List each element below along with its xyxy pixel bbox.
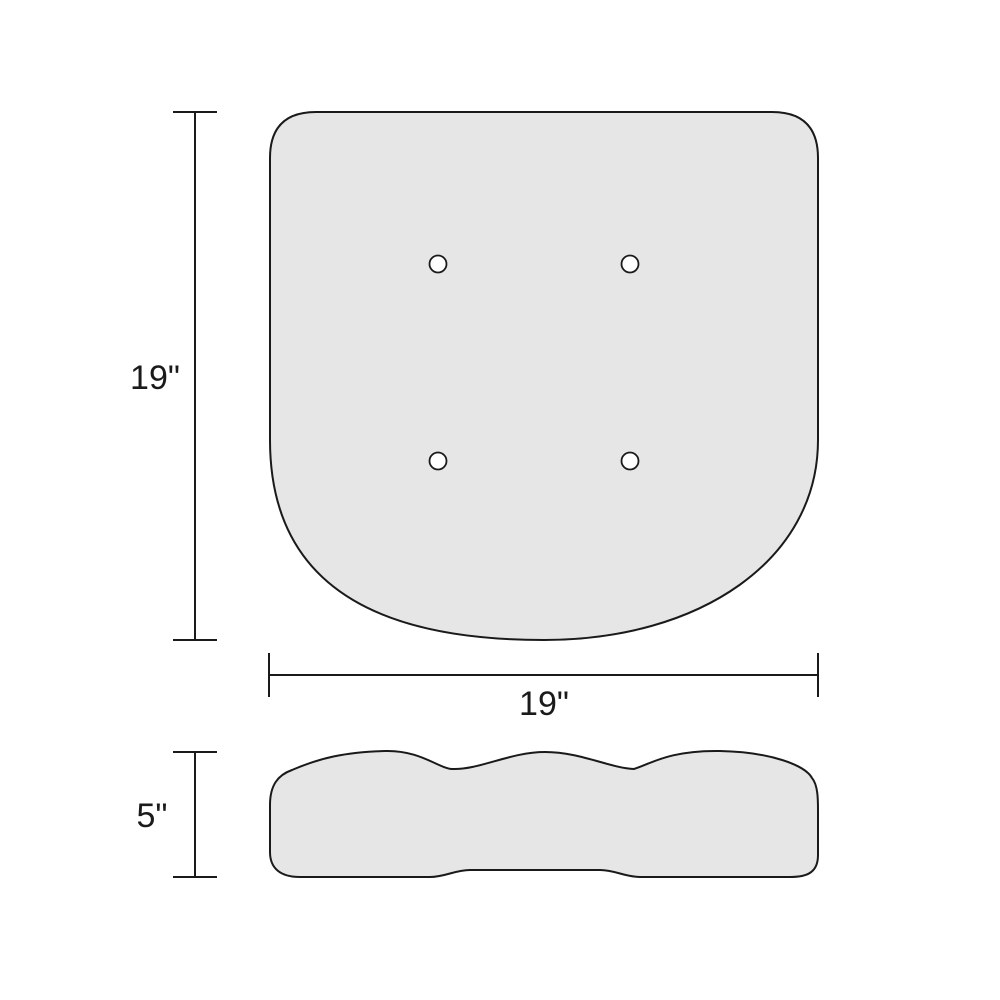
tuft-button xyxy=(428,254,448,274)
cushion-top-outline xyxy=(269,111,819,642)
tuft-button xyxy=(620,254,640,274)
height-dimension xyxy=(173,111,217,641)
thickness-dimension xyxy=(173,751,217,878)
tuft-button xyxy=(620,451,640,471)
width-dimension xyxy=(268,653,819,697)
cushion-side-view xyxy=(269,749,819,878)
width-label: 19" xyxy=(519,685,569,723)
thickness-label: 5" xyxy=(137,797,168,835)
height-label: 19" xyxy=(130,359,180,397)
tuft-button xyxy=(428,451,448,471)
cushion-top-view xyxy=(269,111,819,642)
